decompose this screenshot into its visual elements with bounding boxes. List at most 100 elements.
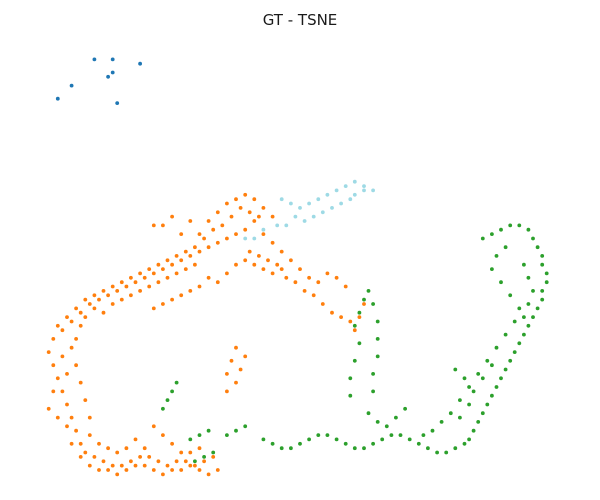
scatter-point (124, 284, 129, 289)
scatter-point (151, 271, 156, 276)
scatter-point (101, 459, 106, 464)
scatter-point (435, 450, 439, 455)
scatter-point (147, 267, 152, 271)
scatter-point (225, 236, 229, 241)
scatter-point (320, 302, 325, 306)
scatter-point (517, 341, 522, 346)
scatter-point (211, 450, 216, 455)
scatter-point (138, 289, 143, 293)
scatter-point (261, 227, 266, 232)
scatter-point (343, 441, 348, 446)
scatter-point (87, 415, 92, 420)
scatter-point (279, 446, 284, 451)
scatter-point (106, 468, 110, 472)
scatter-point (51, 363, 56, 368)
scatter-point (211, 455, 216, 459)
scatter-point (371, 372, 375, 376)
scatter-point (188, 289, 193, 293)
scatter-point (394, 415, 398, 420)
scatter-point (92, 57, 97, 62)
scatter-point (110, 70, 115, 75)
scatter-point (206, 245, 211, 250)
series-0 (55, 57, 143, 105)
scatter-point (375, 420, 380, 424)
scatter-point (371, 302, 375, 306)
scatter-point (229, 358, 234, 363)
scatter-point (170, 389, 175, 394)
scatter-point (183, 459, 188, 464)
scatter-point (512, 319, 517, 324)
scatter-point (366, 289, 371, 293)
scatter-point (508, 223, 513, 228)
scatter-point (298, 441, 302, 446)
scatter-point (284, 223, 289, 228)
scatter-point (416, 441, 421, 446)
scatter-point (352, 328, 357, 333)
scatter-point (165, 258, 170, 263)
scatter-point (234, 232, 238, 237)
scatter-point (503, 245, 508, 250)
scatter-point (252, 219, 257, 223)
scatter-point (407, 437, 412, 442)
scatter-point (352, 179, 357, 184)
scatter-point (161, 433, 165, 437)
scatter-point (78, 323, 83, 328)
scatter-point (69, 415, 74, 420)
scatter-point (161, 406, 165, 411)
scatter-point (92, 306, 97, 311)
scatter-point (348, 393, 353, 398)
scatter-point (65, 372, 69, 376)
scatter-point (87, 463, 92, 468)
scatter-point (526, 323, 531, 328)
scatter-point (540, 254, 545, 258)
scatter-point (110, 302, 115, 306)
scatter-point (490, 232, 494, 237)
scatter-point (124, 446, 129, 451)
scatter-point (485, 358, 490, 363)
scatter-point (531, 289, 535, 293)
scatter-point (357, 310, 362, 315)
scatter-point (202, 459, 207, 464)
scatter-point (234, 380, 238, 385)
scatter-point (151, 424, 156, 429)
scatter-point (325, 433, 330, 437)
scatter-point (115, 472, 120, 477)
scatter-point (448, 411, 453, 416)
scatter-point (247, 249, 252, 254)
scatter-point (476, 372, 481, 376)
scatter-point (544, 271, 549, 276)
scatter-point (174, 380, 179, 385)
scatter-point (261, 437, 266, 442)
scatter-point (161, 223, 165, 228)
scatter-point (375, 337, 380, 341)
scatter-point (503, 367, 508, 372)
scatter-point (156, 262, 161, 267)
scatter-point (357, 341, 362, 346)
scatter-point (243, 258, 248, 263)
scatter-point (51, 389, 56, 394)
scatter-point (467, 402, 471, 407)
scatter-point (225, 372, 229, 376)
scatter-point (270, 214, 275, 219)
scatter-point (110, 284, 115, 289)
scatter-point (243, 354, 248, 359)
scatter-point (289, 201, 293, 206)
scatter-point (243, 227, 248, 232)
scatter-point (179, 450, 184, 455)
scatter-point (179, 293, 184, 298)
scatter-point (101, 310, 106, 315)
scatter-point (325, 192, 330, 197)
scatter-point (517, 306, 522, 311)
series-3 (161, 223, 549, 464)
scatter-point (421, 433, 426, 437)
scatter-point (430, 428, 435, 433)
scatter-point (261, 232, 266, 237)
scatter-point (174, 254, 179, 258)
scatter-point (508, 293, 513, 298)
scatter-point (179, 232, 184, 237)
scatter-point (234, 428, 238, 433)
scatter-point (261, 206, 266, 210)
scatter-point (480, 236, 485, 241)
scatter-point (284, 275, 289, 280)
